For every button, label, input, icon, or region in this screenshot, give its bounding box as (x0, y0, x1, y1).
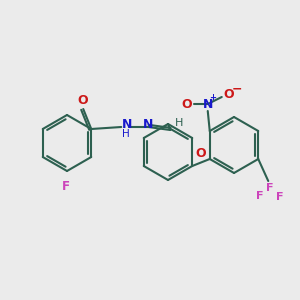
Text: F: F (256, 191, 264, 201)
Text: F: F (62, 180, 70, 193)
Text: O: O (224, 88, 234, 101)
Text: H: H (175, 118, 183, 128)
Text: N: N (122, 118, 133, 131)
Text: +: + (209, 94, 216, 103)
Text: N: N (143, 118, 153, 131)
Text: N: N (202, 98, 213, 110)
Text: O: O (77, 94, 88, 106)
Text: −: − (232, 82, 242, 95)
Text: F: F (277, 192, 284, 202)
Text: O: O (182, 98, 192, 110)
Text: H: H (122, 129, 130, 139)
Text: F: F (266, 183, 274, 193)
Text: O: O (196, 147, 206, 160)
